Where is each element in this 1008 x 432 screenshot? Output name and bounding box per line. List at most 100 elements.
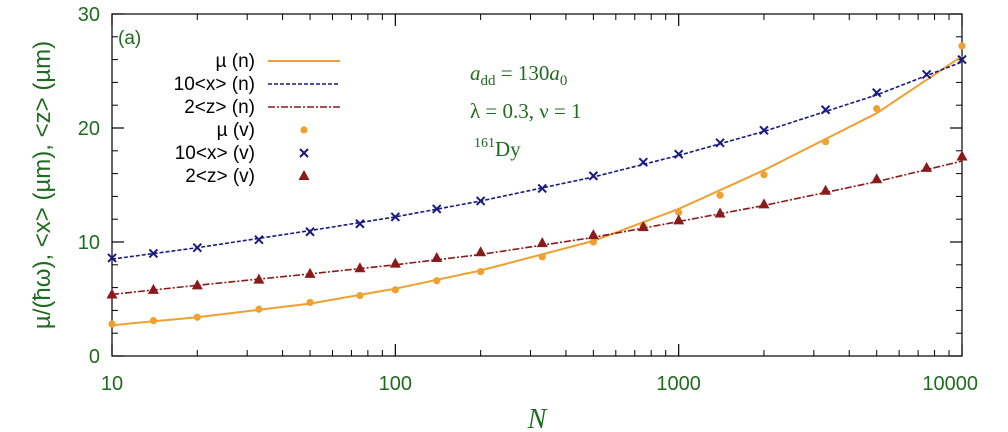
y-tick-label: 10 — [78, 232, 100, 254]
data-point — [253, 273, 265, 284]
data-point — [477, 268, 485, 276]
series-line — [111, 55, 963, 327]
data-point — [958, 42, 966, 50]
data-point — [714, 207, 726, 218]
cross-stroke — [673, 149, 684, 159]
y-axis-title: µ/(ħω), <x> (µm), <z> (µm) — [29, 41, 56, 329]
cross-stroke — [759, 125, 769, 135]
annotations: add = 130a0 λ = 0.3, ν = 1 161Dy — [470, 61, 582, 161]
plot-frame — [111, 13, 963, 357]
x-axis-title: N — [527, 404, 548, 432]
add-annotation: add = 130a0 — [470, 61, 567, 89]
series-line — [111, 160, 963, 296]
data-point — [191, 279, 203, 290]
y-tick-label: 0 — [89, 346, 100, 368]
data-point — [147, 283, 159, 294]
data-point — [107, 253, 117, 263]
cross-stroke — [638, 157, 648, 167]
cross-stroke — [475, 196, 486, 206]
cross-stroke — [390, 212, 401, 222]
data-point — [475, 246, 487, 257]
legend-marker-sample — [299, 148, 309, 158]
data-point — [638, 157, 648, 167]
cross-stroke — [588, 171, 599, 181]
data-point — [957, 54, 967, 65]
data-point — [637, 221, 649, 232]
cross-stroke — [254, 235, 264, 245]
data-point — [306, 298, 314, 307]
legend-label-z-v: 2<z> (v) — [185, 166, 255, 187]
cross-stroke — [432, 204, 442, 214]
cross-stroke — [820, 105, 831, 115]
x-tick-label: 1000 — [656, 373, 701, 395]
data-point — [673, 149, 684, 159]
data-point — [758, 198, 770, 209]
legend-marker-sample — [300, 126, 308, 134]
data-point — [433, 277, 441, 285]
data-point — [921, 161, 933, 172]
data-point — [821, 138, 830, 146]
legend: µ (n) 10<x> (n) 2<z> (n) µ (v) 10<x> (v)… — [174, 51, 340, 187]
data-point — [956, 150, 968, 161]
cross-stroke — [148, 248, 159, 259]
legend-label-z-n: 2<z> (n) — [184, 97, 255, 118]
curves — [111, 55, 963, 327]
cross-stroke — [715, 138, 725, 148]
panel-label: (a) — [118, 28, 141, 49]
cross-stroke — [921, 69, 932, 80]
data-point — [715, 138, 725, 148]
x-axis: 10 100 1000 10000 — [101, 14, 978, 395]
cross-stroke — [107, 253, 117, 263]
data-point — [589, 238, 597, 246]
lambda-annotation: λ = 0.3, ν = 1 — [470, 99, 582, 123]
x-tick-label: 100 — [379, 373, 412, 395]
data-point — [106, 288, 118, 299]
data-point — [255, 305, 263, 313]
cross-stroke — [872, 87, 882, 98]
data-point — [354, 262, 366, 273]
data-point — [921, 69, 932, 80]
data-point — [391, 286, 399, 294]
data-point — [192, 242, 202, 253]
data-point — [432, 204, 442, 214]
data-point — [820, 105, 831, 115]
data-point — [873, 105, 881, 113]
data-point — [355, 219, 365, 229]
cross-stroke — [299, 148, 309, 158]
data-point — [475, 196, 486, 206]
data-point — [538, 253, 546, 261]
data-point — [537, 183, 547, 194]
data-point — [356, 291, 364, 300]
isotope-annotation: 161Dy — [474, 136, 521, 161]
data-point — [305, 227, 315, 237]
data-point — [389, 257, 401, 268]
data-point — [536, 237, 548, 248]
data-point — [148, 248, 159, 259]
data-point — [304, 267, 316, 278]
cross-stroke — [957, 54, 967, 65]
data-point — [820, 184, 832, 195]
legend-label-mu-v: µ (v) — [217, 120, 255, 141]
y-axis: 0 10 20 30 — [78, 4, 962, 368]
x-tick-label: 10000 — [922, 373, 978, 395]
data-point — [716, 191, 724, 199]
data-point — [673, 214, 685, 225]
legend-marker-sample — [298, 170, 310, 180]
cross-stroke — [192, 242, 202, 253]
x-minor-ticks — [196, 14, 950, 356]
data-point — [759, 125, 769, 135]
data-point — [390, 212, 401, 222]
y-tick-label: 30 — [78, 4, 100, 26]
data-point — [675, 208, 683, 216]
data-point — [108, 320, 116, 328]
y-minor-ticks — [112, 36, 962, 334]
cross-stroke — [355, 219, 365, 229]
data-point — [871, 173, 883, 184]
x-tick-label: 10 — [101, 373, 123, 395]
y-tick-label: 20 — [78, 118, 100, 140]
legend-label-x-n: 10<x> (n) — [174, 74, 255, 95]
cross-stroke — [305, 227, 315, 237]
data-point — [254, 235, 264, 245]
legend-label-mu-n: µ (n) — [216, 51, 255, 72]
